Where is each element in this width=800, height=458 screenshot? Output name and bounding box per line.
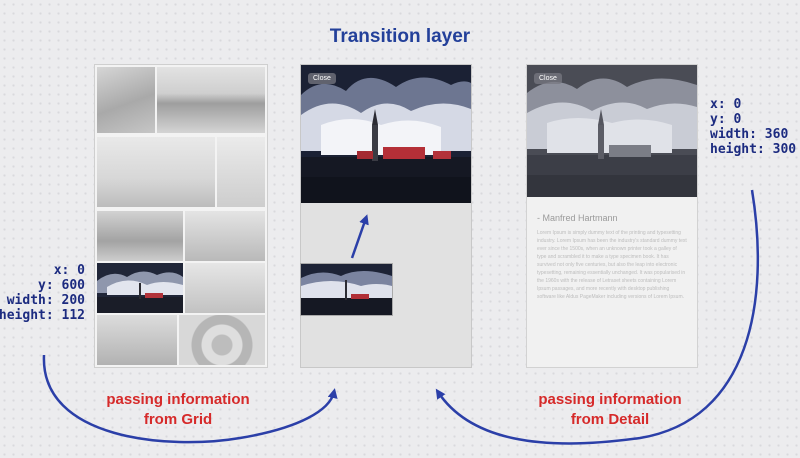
grid-photo-tile [185,211,265,261]
grid-caption: passing information from Grid [78,390,278,430]
detail-screen: Close - Manfred Hartmann Lorem Ipsum is … [526,64,698,368]
frame-height: height: 112 [0,308,85,323]
transition-hero-photo: Close [301,65,471,203]
grid-photo-tile [97,137,215,207]
frame-y: y: 600 [38,278,85,293]
frame-width: width: 360 [710,127,789,142]
landscape-photo [97,263,183,313]
grid-photo-tile [97,211,183,261]
frame-height: height: 300 [710,142,797,157]
grid-to-transition-arrow [42,354,338,444]
church-landscape-photo-faded [527,65,697,197]
grid-screen [94,64,268,368]
grid-photo-tile [157,67,265,133]
close-button[interactable]: Close [308,73,336,84]
frame-y: y: 0 [710,112,742,127]
detail-caption-line-2: from Detail [570,411,650,428]
grid-caption-line-1: passing information [106,391,250,408]
frame-x: x: 0 [710,97,742,112]
transition-start-photo [300,263,393,316]
grid-photo-tile [185,263,265,313]
grid-caption-line-2: from Grid [143,411,213,428]
page-title: Transition layer [329,26,471,47]
landscape-photo-small [301,264,392,315]
grid-photo-tile [217,137,265,207]
detail-to-transition-arrow [435,189,760,445]
grid-photo-tile [97,315,177,365]
grid-photo-tile-selected [97,263,183,313]
frame-width: width: 200 [6,293,85,308]
detail-body-text: Lorem Ipsum is simply dummy text of the … [537,230,687,300]
transition-screen: Close [300,64,472,368]
church-landscape-photo [301,65,471,203]
detail-caption: passing information from Detail [510,390,710,430]
detail-frame-readout: x: 0 y: 0 width: 360 height: 300 [710,97,796,157]
grid-item-frame-readout: x: 0 y: 600 width: 200 height: 112 [0,263,85,323]
detail-caption-line-1: passing information [538,391,682,408]
grid-photo-tile [179,315,265,365]
close-button[interactable]: Close [534,73,562,84]
author-name: - Manfred Hartmann [537,213,618,223]
detail-hero-photo: Close [527,65,697,197]
frame-x: x: 0 [53,263,85,278]
expand-up-arrow [350,214,369,259]
grid-photo-tile [97,67,155,133]
